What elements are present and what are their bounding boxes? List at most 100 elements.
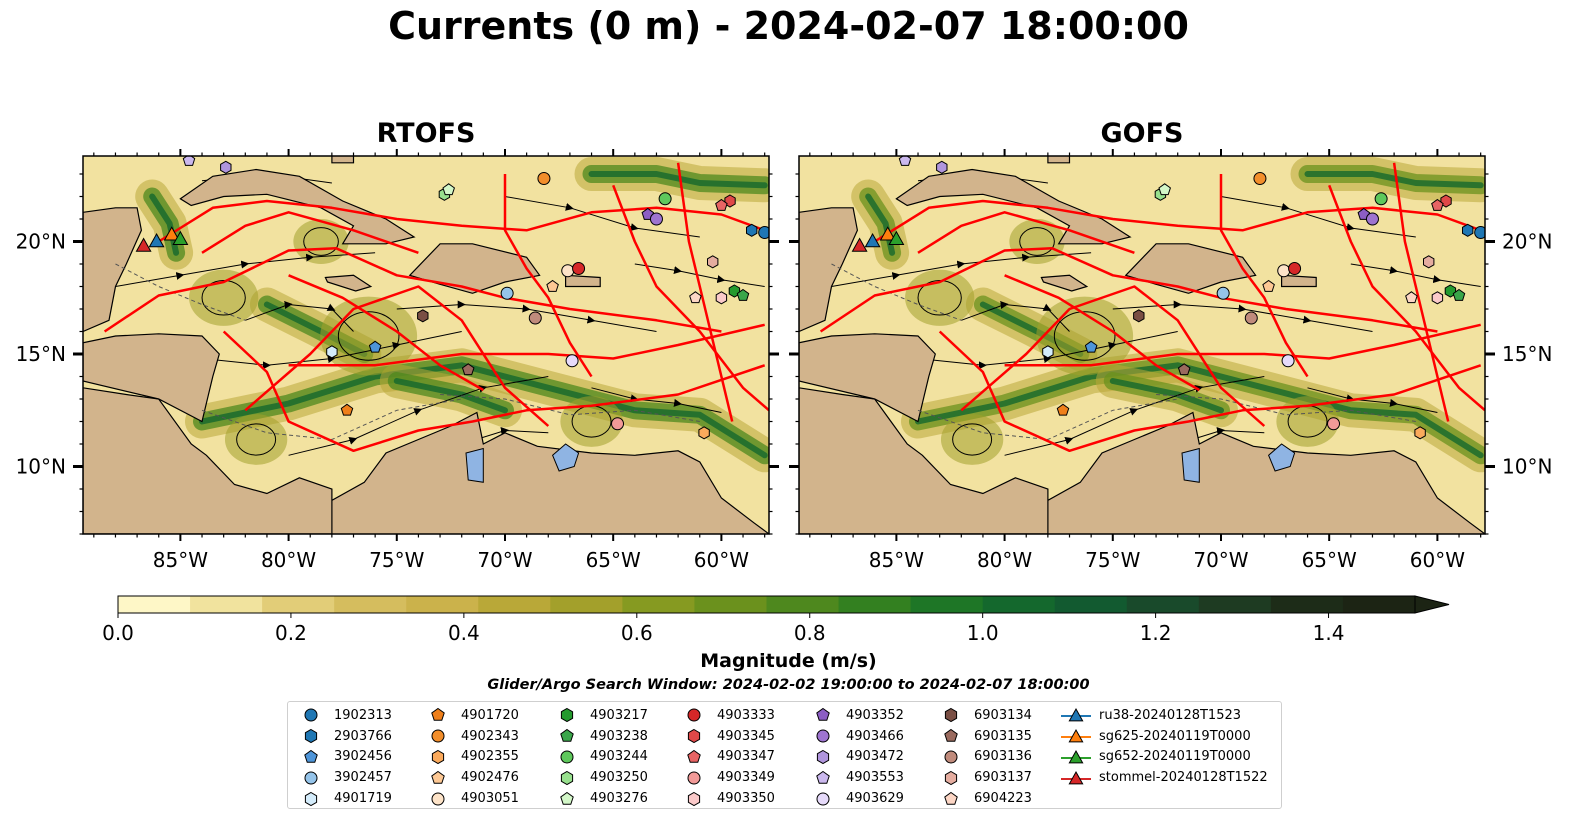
- bathymetry-contour: [440, 394, 700, 422]
- glider-track[interactable]: [222, 330, 766, 453]
- argo-marker-6903137: [707, 255, 719, 269]
- legend-marker-icon: [944, 708, 958, 723]
- legend-marker-icon: [304, 771, 318, 785]
- legend-label: 4902343: [461, 728, 519, 744]
- legend-marker-icon: [816, 770, 830, 784]
- glider-track[interactable]: [676, 162, 734, 422]
- glider-track[interactable]: [288, 323, 765, 367]
- streamline: [1220, 196, 1416, 238]
- glider-track[interactable]: [103, 247, 722, 333]
- colorbar-tick-label: 1.0: [967, 621, 999, 645]
- legend-marker-icon: [816, 729, 830, 743]
- argo-marker-4903333: [572, 262, 586, 275]
- bathymetry-contour: [201, 398, 462, 441]
- colorbar-tick-label: 0.2: [275, 621, 307, 645]
- legend-item: 4903244: [552, 747, 648, 768]
- argo-marker-4903244: [658, 192, 672, 206]
- legend-column: 4903217 4903238 4903244 4903250 4903276: [552, 705, 648, 809]
- legend-column: ru38-20240128T1523 sg625-20240119T0000 sg6…: [1061, 705, 1268, 788]
- lon-tick-label: 80°W: [977, 548, 1032, 572]
- legend-label: stommel-20240128T1522: [1099, 770, 1268, 786]
- argo-marker-1902313: [758, 226, 769, 239]
- colorbar-tick-label: 0.0: [102, 621, 134, 645]
- argo-marker-4902343: [537, 172, 551, 185]
- legend-label: 4903217: [590, 707, 648, 723]
- eddy-streamline: [1019, 227, 1055, 256]
- lat-tick-label: 20°N: [16, 230, 66, 254]
- glider-track[interactable]: [938, 330, 1482, 453]
- streamline: [591, 387, 722, 413]
- streamline: [831, 252, 1092, 287]
- glider-track[interactable]: [201, 211, 419, 254]
- map-panel-gofs[interactable]: 85°W 80°W 75°W 70°W 65°W 60°W 10°N 15°N 20°N: [789, 149, 1552, 572]
- argo-marker-6903134: [417, 309, 429, 323]
- bathymetry-contour: [917, 398, 1178, 441]
- argo-marker-4903051: [561, 264, 575, 278]
- legend-item: 6903134: [936, 705, 1032, 726]
- glider-track[interactable]: [1392, 162, 1450, 422]
- legend-marker-icon: [431, 708, 445, 722]
- colorbar-tick-label: 0.4: [448, 621, 480, 645]
- argo-marker-3902457: [500, 286, 514, 300]
- legend-label: 4903238: [590, 728, 648, 744]
- legend-marker-icon: [560, 770, 574, 785]
- land-polygon: [1124, 243, 1257, 294]
- legend-item: ru38-20240128T1523: [1061, 705, 1268, 726]
- colorbar-segment: [478, 596, 551, 613]
- lon-tick-label: 75°W: [1085, 548, 1140, 572]
- argo-marker-2903766: [746, 223, 758, 237]
- glider-track[interactable]: [244, 285, 550, 427]
- land-polygon: [179, 168, 416, 245]
- legend-label: 4903276: [590, 791, 648, 807]
- colorbar-segment: [190, 596, 263, 613]
- legend-marker-icon: [944, 791, 958, 805]
- colorbar-segment: [262, 596, 335, 613]
- glider-marker-sg652-20240119T0000: [888, 230, 905, 245]
- legend-label: 6904223: [974, 791, 1032, 807]
- eddy-region: [940, 414, 1004, 465]
- glider-track[interactable]: [288, 274, 484, 392]
- glider-track[interactable]: [612, 184, 769, 412]
- legend-item: 4903349: [679, 767, 775, 788]
- land-polygon: [799, 387, 1049, 534]
- glider-track[interactable]: [1219, 174, 1309, 378]
- lon-tick-label: 85°W: [153, 548, 208, 572]
- legend-label: 4903347: [717, 749, 775, 765]
- glider-track[interactable]: [917, 211, 1135, 254]
- legend-label: 4902476: [461, 770, 519, 786]
- glider-track[interactable]: [1328, 184, 1485, 412]
- argo-marker-4903347: [715, 198, 728, 211]
- legend-marker-icon: [304, 791, 318, 806]
- legend-item: stommel-20240128T1522: [1061, 767, 1268, 788]
- legend-label: 4903553: [846, 770, 904, 786]
- glider-track[interactable]: [874, 199, 1482, 243]
- map-panel-rtofs[interactable]: 85°W 80°W 75°W 70°W 65°W 60°W 10°N 15°N 20°N: [16, 149, 779, 572]
- glider-track[interactable]: [1004, 323, 1481, 367]
- legend-marker-icon: [944, 750, 958, 764]
- legend-marker-icon: [560, 791, 574, 805]
- eddy-streamline: [303, 227, 339, 256]
- lat-tick-label: 10°N: [16, 455, 66, 479]
- glider-track[interactable]: [158, 199, 766, 243]
- lat-tick-label: 15°N: [1502, 342, 1552, 366]
- colorbar-outline: [117, 595, 1416, 614]
- legend-item: 6903135: [936, 726, 1032, 747]
- glider-track[interactable]: [960, 285, 1266, 427]
- colorbar-segment: [694, 596, 768, 613]
- glider-track[interactable]: [1004, 274, 1200, 392]
- argo-marker-6904223: [1405, 291, 1418, 304]
- legend-column: 1902313 2903766 3902456 3902457 4901719: [296, 705, 392, 809]
- eddy-streamline: [201, 279, 246, 316]
- legend-item: 4903051: [423, 788, 519, 809]
- colorbar-segment: [118, 596, 191, 613]
- legend-label: sg652-20240119T0000: [1099, 749, 1251, 765]
- legend-marker-icon: [687, 791, 701, 806]
- glider-track[interactable]: [819, 247, 1438, 333]
- colorbar: 0.0 0.2 0.4 0.6 0.8 1.0 1.2 1.4: [102, 595, 1450, 645]
- argo-marker-4903238: [736, 288, 750, 301]
- eddy-streamline: [236, 423, 277, 456]
- colorbar-tick-label: 0.6: [621, 621, 653, 645]
- argo-marker-3902457: [1216, 286, 1230, 300]
- glider-marker-ru38-20240128T1523: [148, 232, 165, 248]
- glider-track[interactable]: [503, 174, 593, 378]
